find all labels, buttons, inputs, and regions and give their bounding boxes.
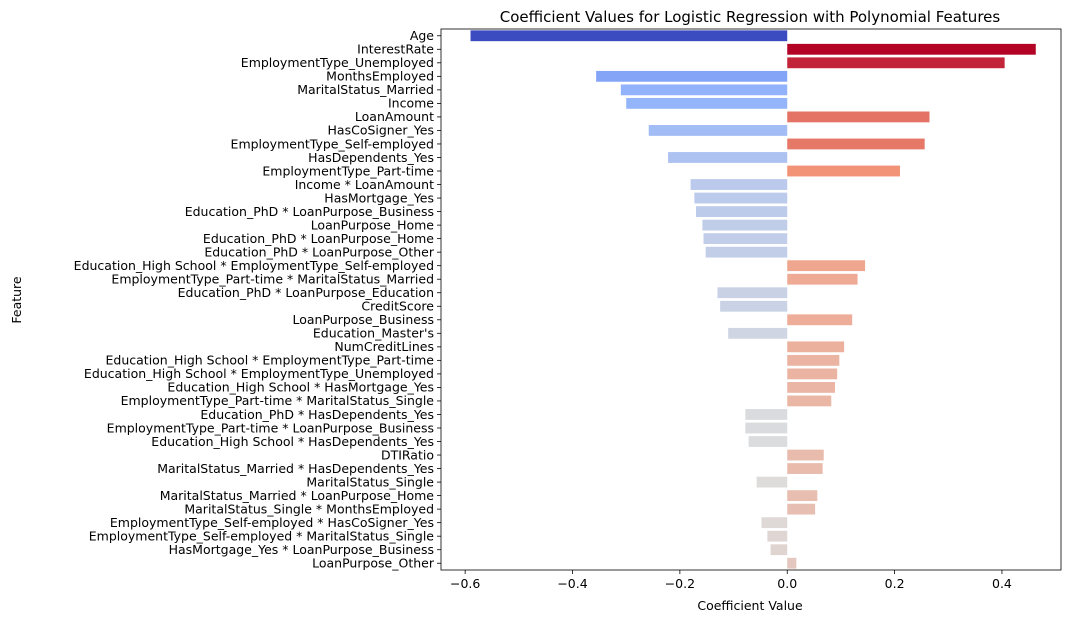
y-tick-label: LoanPurpose_Other: [312, 556, 435, 571]
y-tick-label: MaritalStatus_Single * MonthsEmployed: [184, 501, 434, 516]
bars: [470, 30, 1036, 569]
bar: [787, 463, 823, 474]
x-axis-label: Coefficient Value: [697, 598, 803, 613]
y-tick-label: NumCreditLines: [334, 339, 434, 354]
bar: [787, 395, 832, 407]
y-tick-label: LoanPurpose_Business: [292, 312, 434, 327]
plot-frame: [440, 28, 1062, 571]
y-tick-label: Education_High School * HasDependents_Ye…: [151, 434, 434, 449]
y-tick-label: Education_PhD * LoanPurpose_Home: [203, 231, 434, 246]
bar: [695, 206, 788, 217]
y-tick-label: Education_Master's: [313, 326, 434, 341]
bar: [787, 382, 836, 393]
y-tick-label: MonthsEmployed: [326, 69, 434, 84]
x-tick-label: 0.0: [777, 576, 797, 591]
bar: [787, 57, 1005, 69]
bar: [745, 409, 788, 420]
y-tick-label: Age: [410, 28, 434, 43]
bar: [748, 436, 788, 447]
x-tick-label: 0.4: [992, 576, 1012, 591]
x-ticks: −0.6 −0.4 −0.2 0.0 0.2 0.4: [450, 570, 1012, 591]
bar: [690, 179, 788, 190]
bar: [470, 30, 788, 42]
bar: [787, 368, 838, 380]
bar: [745, 422, 788, 434]
bar: [787, 43, 1036, 55]
bar: [703, 233, 788, 245]
y-tick-label: MaritalStatus_Married * LoanPurpose_Home: [160, 488, 435, 503]
y-tick-labels: AgeInterestRateEmploymentType_Unemployed…: [74, 28, 441, 571]
bar: [648, 125, 788, 136]
x-tick-label: −0.2: [665, 576, 695, 591]
y-tick-label: EmploymentType_Unemployed: [241, 55, 434, 70]
bar: [787, 341, 845, 353]
bar: [787, 557, 797, 569]
y-tick-label: Education_High School * EmploymentType_S…: [74, 258, 434, 273]
bar: [787, 503, 816, 515]
bar: [668, 152, 788, 163]
x-tick-label: −0.6: [450, 576, 480, 591]
y-tick-label: HasCoSigner_Yes: [328, 123, 434, 138]
bar: [694, 192, 788, 204]
y-tick-label: EmploymentType_Self-employed: [231, 136, 434, 151]
y-tick-label: Education_PhD * LoanPurpose_Other: [204, 244, 435, 259]
bar: [787, 138, 925, 150]
bar: [717, 287, 788, 299]
y-tick-label: EmploymentType_Part-time * LoanPurpose_B…: [107, 420, 434, 435]
x-tick-label: 0.2: [885, 576, 905, 591]
y-tick-label: Income * LoanAmount: [295, 177, 434, 192]
y-tick-label: Education_PhD * LoanPurpose_Business: [185, 204, 434, 219]
bar: [728, 327, 788, 339]
bar: [620, 84, 788, 96]
bar: [770, 544, 788, 556]
y-tick-label: EmploymentType_Self-employed * MaritalSt…: [89, 528, 435, 543]
y-tick-label: HasMortgage_Yes * LoanPurpose_Business: [169, 542, 434, 557]
y-tick-label: Education_PhD * HasDependents_Yes: [200, 407, 434, 422]
y-tick-label: CreditScore: [361, 299, 434, 314]
bar: [787, 490, 818, 502]
bar: [787, 111, 930, 123]
y-tick-label: EmploymentType_Self-employed * HasCoSign…: [110, 515, 434, 530]
y-axis-label: Feature: [9, 276, 24, 324]
y-tick-label: Education_High School * EmploymentType_U…: [84, 366, 434, 381]
y-tick-label: EmploymentType_Part-time: [262, 163, 434, 178]
x-tick-label: −0.4: [557, 576, 587, 591]
bar: [705, 246, 788, 258]
bar: [596, 70, 788, 82]
bar: [767, 530, 788, 542]
bar: [787, 165, 900, 177]
bar: [787, 449, 824, 461]
y-tick-label: LoanPurpose_Home: [311, 217, 435, 232]
y-tick-label: InterestRate: [357, 42, 434, 57]
bar: [787, 273, 858, 285]
bar: [756, 476, 788, 488]
y-tick-label: MaritalStatus_Married * HasDependents_Ye…: [157, 461, 434, 476]
y-tick-label: HasDependents_Yes: [308, 150, 434, 165]
y-tick-label: Education_High School * HasMortgage_Yes: [167, 380, 434, 395]
y-tick-label: Income: [388, 96, 434, 111]
chart-title: Coefficient Values for Logistic Regressi…: [500, 8, 1001, 26]
y-tick-label: EmploymentType_Part-time * MaritalStatus…: [121, 393, 435, 408]
bar: [787, 260, 866, 272]
y-tick-label: EmploymentType_Part-time * MaritalStatus…: [111, 272, 434, 287]
y-tick-label: LoanAmount: [355, 109, 434, 124]
y-tick-label: Education_PhD * LoanPurpose_Education: [178, 285, 434, 300]
y-tick-label: Education_High School * EmploymentType_P…: [106, 353, 435, 368]
bar: [787, 314, 853, 326]
y-tick-label: MaritalStatus_Single: [306, 474, 434, 489]
bar: [626, 97, 788, 109]
y-tick-label: DTIRatio: [381, 447, 434, 462]
y-tick-label: HasMortgage_Yes: [324, 190, 434, 205]
bar: [720, 300, 788, 312]
bar: [702, 219, 788, 231]
bar: [787, 354, 840, 366]
y-tick-label: MaritalStatus_Married: [297, 82, 434, 97]
bar: [761, 517, 788, 529]
